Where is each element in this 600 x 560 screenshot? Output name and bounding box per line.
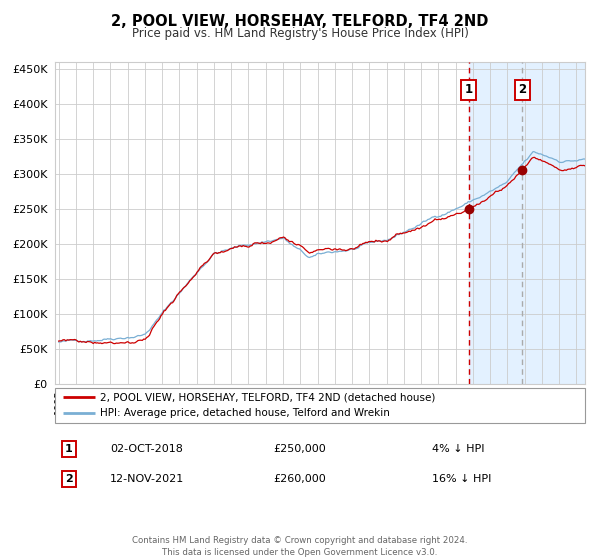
Text: 16% ↓ HPI: 16% ↓ HPI	[432, 474, 491, 484]
Text: 1: 1	[65, 444, 73, 454]
Text: 4% ↓ HPI: 4% ↓ HPI	[432, 444, 485, 454]
Text: 2: 2	[518, 83, 526, 96]
Text: £260,000: £260,000	[274, 474, 326, 484]
Text: 1: 1	[464, 83, 473, 96]
Text: Price paid vs. HM Land Registry's House Price Index (HPI): Price paid vs. HM Land Registry's House …	[131, 27, 469, 40]
Text: 02-OCT-2018: 02-OCT-2018	[110, 444, 184, 454]
Text: Contains HM Land Registry data © Crown copyright and database right 2024.
This d: Contains HM Land Registry data © Crown c…	[132, 536, 468, 557]
Text: 2, POOL VIEW, HORSEHAY, TELFORD, TF4 2ND: 2, POOL VIEW, HORSEHAY, TELFORD, TF4 2ND	[112, 14, 488, 29]
Text: 2, POOL VIEW, HORSEHAY, TELFORD, TF4 2ND (detached house): 2, POOL VIEW, HORSEHAY, TELFORD, TF4 2ND…	[100, 393, 436, 403]
Text: 2: 2	[65, 474, 73, 484]
Text: £250,000: £250,000	[274, 444, 326, 454]
FancyBboxPatch shape	[55, 388, 585, 423]
Text: HPI: Average price, detached house, Telford and Wrekin: HPI: Average price, detached house, Telf…	[100, 408, 390, 418]
Bar	[469, 62, 585, 384]
Text: 12-NOV-2021: 12-NOV-2021	[110, 474, 184, 484]
